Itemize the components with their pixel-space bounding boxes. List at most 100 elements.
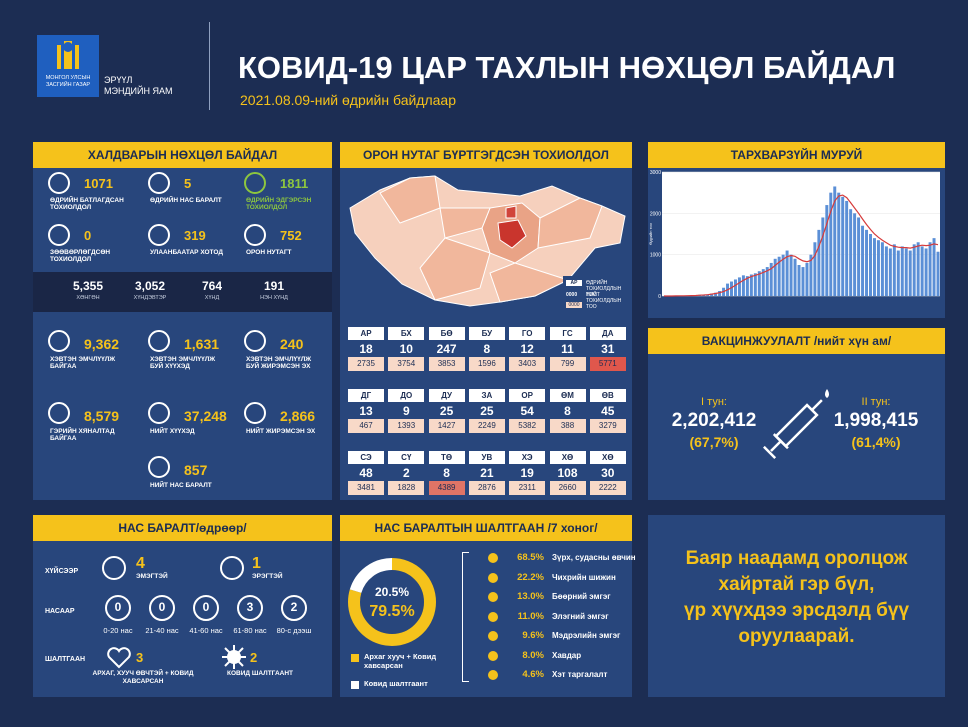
province-code: ДО bbox=[388, 389, 425, 402]
province-daily: 45 bbox=[601, 404, 615, 418]
bar bbox=[789, 254, 793, 296]
death-label: 41-60 нас bbox=[189, 626, 223, 635]
stat-value: 9,362 bbox=[84, 336, 120, 352]
bar bbox=[924, 248, 928, 296]
map-region bbox=[497, 219, 527, 249]
province-total: 467 bbox=[348, 419, 384, 433]
heart-icon bbox=[107, 647, 131, 669]
legend-label: Ковид шалтгаант bbox=[364, 679, 428, 688]
y-tick-label: 0 bbox=[658, 294, 661, 300]
logo-text: МОНГОЛ УЛСЫН ЗАСГИЙН ГАЗАР bbox=[37, 75, 99, 89]
bar bbox=[825, 205, 829, 296]
panel-header: НАС БАРАЛТЫН ШАЛТГААН /7 хоног/ bbox=[340, 515, 632, 541]
condition-label: Бөөрний эмгэг bbox=[552, 592, 611, 601]
death-label: 61-80 нас bbox=[233, 626, 267, 635]
province-total: 4389 bbox=[428, 481, 465, 495]
severity-strip bbox=[33, 272, 332, 312]
bar bbox=[718, 291, 722, 296]
province-daily: 54 bbox=[520, 404, 534, 418]
logo bbox=[37, 35, 99, 97]
province-code: СҮ bbox=[388, 451, 425, 464]
bar bbox=[730, 281, 733, 296]
icon bbox=[48, 402, 70, 424]
icon bbox=[244, 224, 266, 246]
death-value: 0 bbox=[158, 600, 166, 614]
donut-segment bbox=[348, 558, 436, 646]
severity-label: ХҮНДЭВТЭР bbox=[133, 295, 167, 301]
province-total: 3403 bbox=[509, 357, 546, 371]
curve-chart: 0 1000 2000 3000 Өдрийн тоо bbox=[648, 170, 940, 314]
province-daily: 21 bbox=[480, 466, 494, 480]
map-region bbox=[505, 205, 517, 219]
stat-label: НИЙТ НАС БАРАЛТ bbox=[150, 482, 212, 489]
legend-swatch bbox=[351, 681, 359, 689]
death-label: ЭМЭГТЭЙ bbox=[136, 573, 168, 580]
bar bbox=[920, 246, 924, 296]
condition-share: 22.2% bbox=[517, 571, 544, 583]
icon bbox=[244, 330, 266, 352]
bar bbox=[813, 242, 817, 296]
stat-label: ӨДРИЙН НАС БАРАЛТ bbox=[150, 197, 222, 204]
province-total: 1427 bbox=[428, 419, 465, 433]
province-total: 3754 bbox=[388, 357, 425, 371]
province-total: 2222 bbox=[589, 481, 626, 495]
message-line: Баяр наадамд оролцож bbox=[685, 548, 908, 569]
province-total: 388 bbox=[549, 419, 586, 433]
bar bbox=[916, 242, 920, 296]
map-region bbox=[379, 175, 603, 303]
bar bbox=[869, 234, 872, 296]
province-total: 2311 bbox=[509, 481, 546, 495]
bar bbox=[805, 262, 809, 296]
male-icon bbox=[220, 556, 244, 580]
bar bbox=[833, 186, 837, 296]
age-circle bbox=[281, 595, 307, 621]
severity-label: НЭН ХҮНД bbox=[260, 295, 288, 301]
province-daily: 108 bbox=[557, 466, 578, 480]
stat-label: УЛААНБААТАР ХОТОД bbox=[150, 249, 223, 256]
map-legend-label: ӨДРИЙН ТОХИОЛДЛЫН ТОО bbox=[586, 280, 622, 298]
causes-panel bbox=[340, 515, 632, 697]
panel-header: ОРОН НУТАГ БҮРТГЭГДСЭН ТОХИОЛДОЛ bbox=[340, 142, 632, 168]
province-code: СЭ bbox=[348, 451, 384, 464]
panel-header: ХАЛДВАРЫН НӨХЦӨЛ БАЙДАЛ bbox=[33, 142, 332, 168]
date: 2021.08.09-ний өдрийн байдлаар bbox=[240, 92, 456, 108]
province-total: 2249 bbox=[468, 419, 505, 433]
stat-value: 240 bbox=[280, 336, 304, 352]
death-label: 0-20 нас bbox=[103, 626, 133, 635]
bar bbox=[745, 276, 749, 296]
province-daily: 48 bbox=[359, 466, 373, 480]
bar bbox=[797, 265, 801, 296]
logo-line: ЗАСГИЙН ГАЗАР bbox=[45, 82, 91, 88]
y-tick-label: 3000 bbox=[650, 170, 661, 176]
province-daily: 19 bbox=[520, 466, 534, 480]
age-circle bbox=[193, 595, 219, 621]
icon bbox=[148, 330, 170, 352]
dose-count: 2,202,412 bbox=[671, 410, 757, 431]
province-code: ТӨ bbox=[428, 451, 465, 464]
condition-share: 11.0% bbox=[517, 610, 544, 622]
donut-label: 79.5% bbox=[369, 603, 414, 620]
y-tick-label: 1000 bbox=[650, 253, 661, 259]
bar bbox=[757, 271, 761, 296]
condition-icon bbox=[488, 650, 498, 661]
message-line: оруулаарай. bbox=[738, 626, 855, 647]
province-total: 2876 bbox=[468, 481, 505, 495]
bar bbox=[932, 238, 936, 296]
dose-count: 1,998,415 bbox=[833, 410, 919, 431]
condition-icon bbox=[488, 631, 498, 641]
icon bbox=[148, 456, 170, 478]
province-code: БХ bbox=[388, 327, 425, 340]
map-legend-code: АР bbox=[566, 280, 582, 286]
condition-label: Хавдар bbox=[552, 650, 582, 660]
bar bbox=[880, 242, 884, 296]
province-code: ДГ bbox=[348, 389, 384, 402]
bar bbox=[737, 277, 741, 296]
ministry-line: ЭРҮҮЛ bbox=[104, 75, 133, 85]
province-code: БУ bbox=[468, 327, 505, 340]
bar bbox=[733, 279, 737, 296]
legend-swatch bbox=[351, 654, 359, 662]
icon bbox=[244, 402, 266, 424]
stat-label: ГЭРИЙН ХЯНАЛТАД БАЙГАА bbox=[50, 428, 115, 442]
bar bbox=[702, 295, 706, 296]
bar bbox=[785, 250, 789, 296]
